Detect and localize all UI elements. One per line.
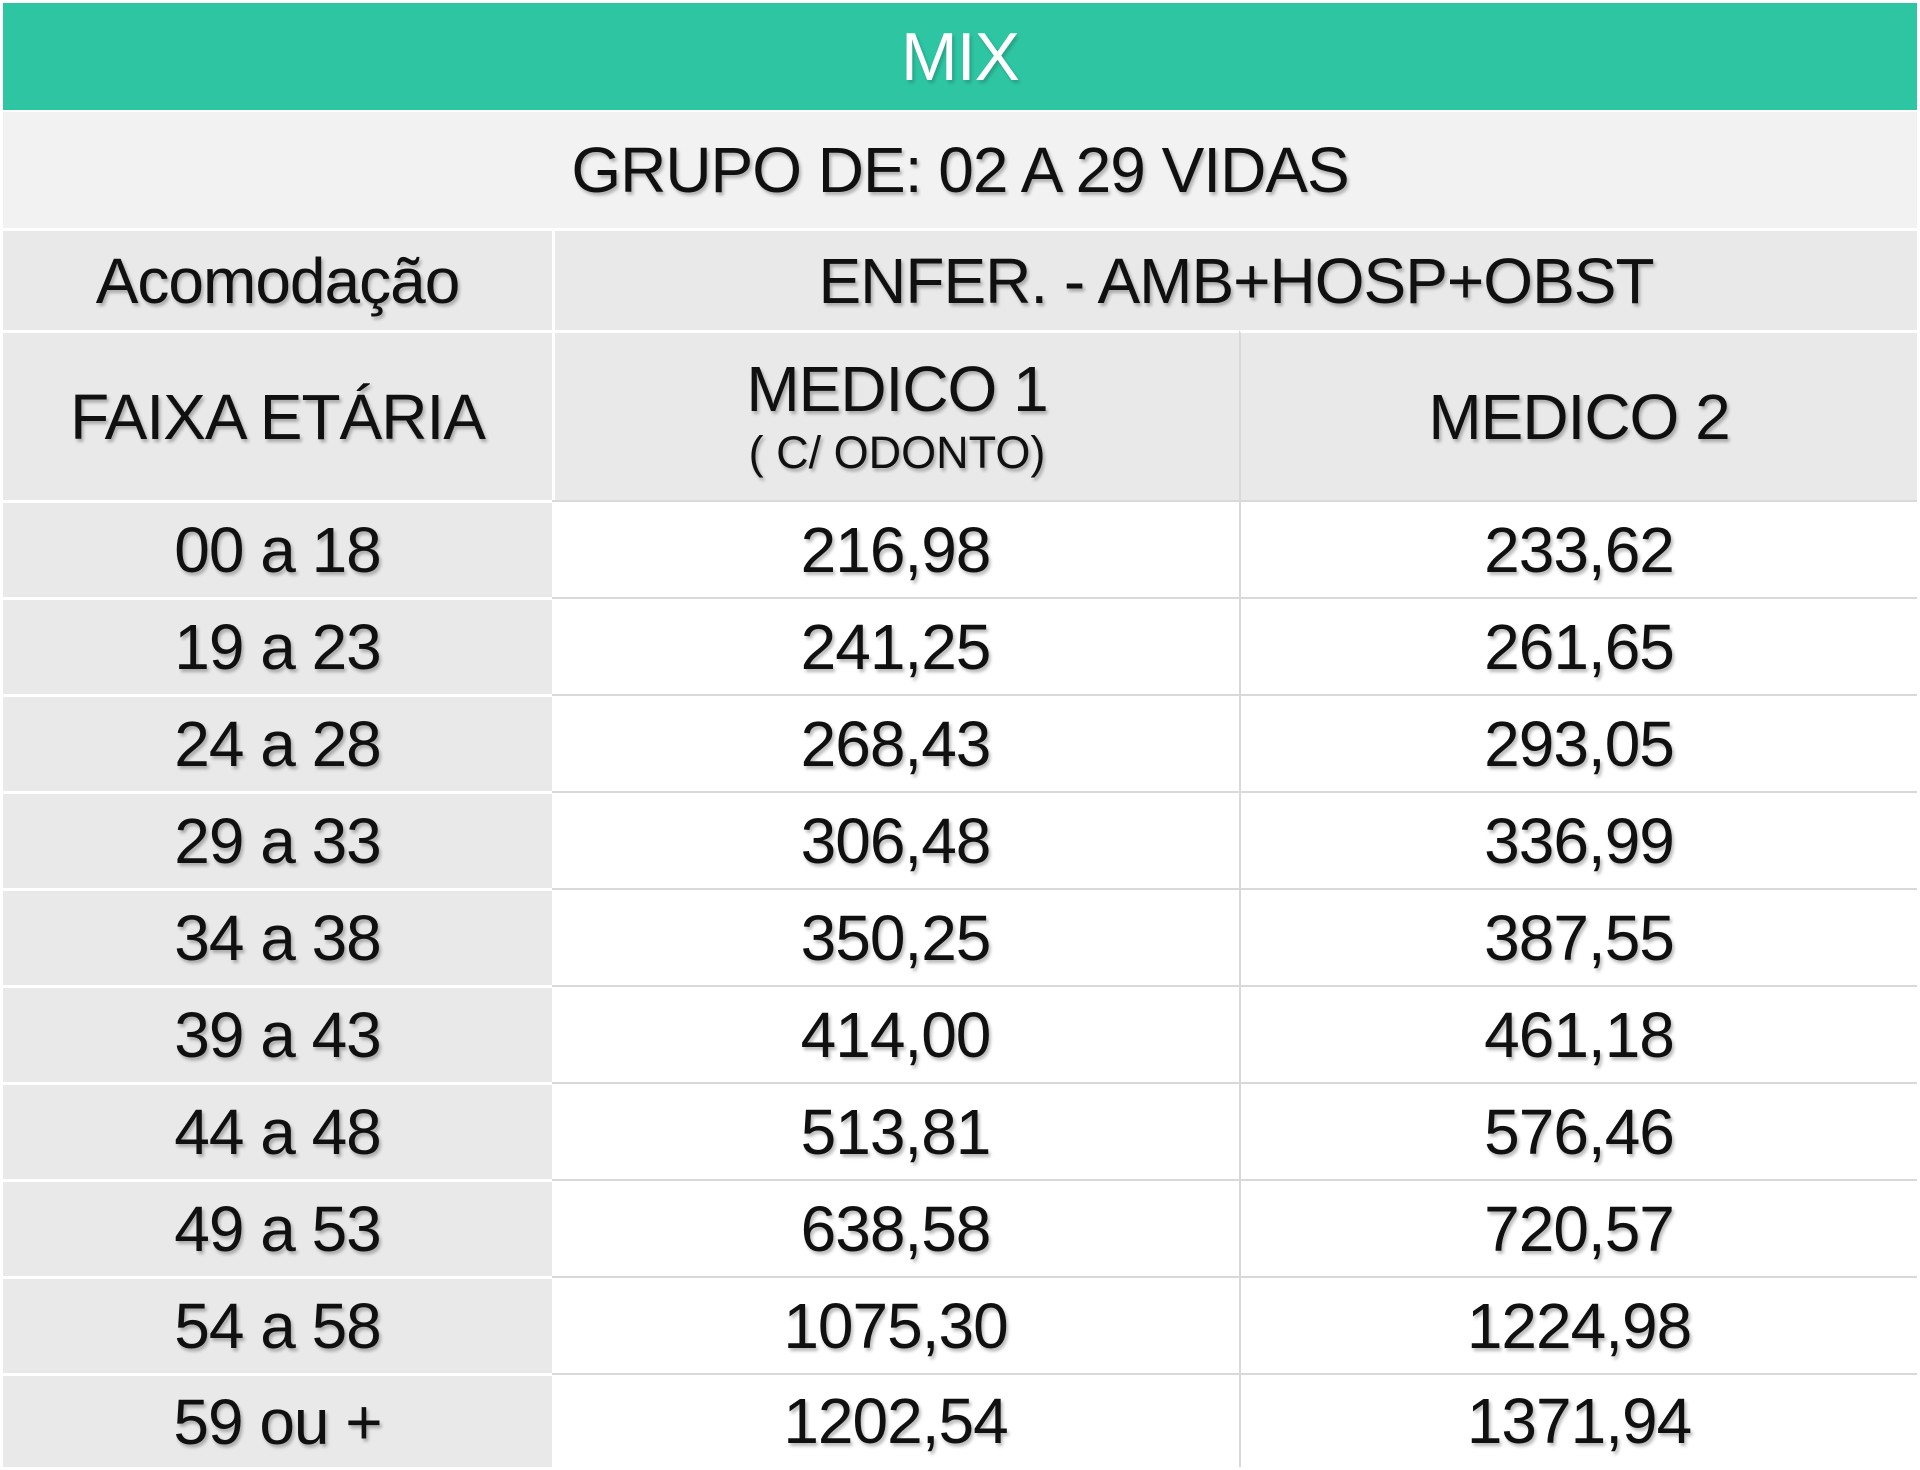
age-range-cell: 39 a 43: [3, 985, 552, 1082]
medico2-price-cell: 720,57: [1239, 1179, 1917, 1276]
medico2-price-cell: 387,55: [1239, 888, 1917, 985]
medico1-price-cell: 414,00: [552, 985, 1239, 1082]
age-range-cell: 24 a 28: [3, 694, 552, 791]
medico1-price-cell: 1202,54: [552, 1373, 1239, 1467]
age-range-cell: 34 a 38: [3, 888, 552, 985]
age-range-cell: 29 a 33: [3, 791, 552, 888]
medico1-price-cell: 216,98: [552, 500, 1239, 597]
medico2-price-cell: 1371,94: [1239, 1373, 1917, 1467]
medico1-price-cell: 241,25: [552, 597, 1239, 694]
medico1-price-cell: 513,81: [552, 1082, 1239, 1179]
medico2-price-cell: 1224,98: [1239, 1276, 1917, 1373]
medico1-column-header: MEDICO 1 ( C/ ODONTO): [552, 330, 1239, 500]
medico1-header-line1: MEDICO 1: [746, 353, 1048, 426]
age-range-cell: 49 a 53: [3, 1179, 552, 1276]
medico2-price-cell: 233,62: [1239, 500, 1917, 597]
table-title: MIX: [3, 3, 1917, 110]
medico1-price-cell: 306,48: [552, 791, 1239, 888]
age-range-cell: 59 ou +: [3, 1373, 552, 1467]
medico1-price-cell: 638,58: [552, 1179, 1239, 1276]
group-size-subtitle: GRUPO DE: 02 A 29 VIDAS: [3, 110, 1917, 228]
medico2-price-cell: 293,05: [1239, 694, 1917, 791]
medico2-price-cell: 336,99: [1239, 791, 1917, 888]
medico2-price-cell: 576,46: [1239, 1082, 1917, 1179]
age-range-cell: 44 a 48: [3, 1082, 552, 1179]
medico1-price-cell: 268,43: [552, 694, 1239, 791]
accommodation-header: Acomodação: [3, 228, 552, 330]
age-range-cell: 54 a 58: [3, 1276, 552, 1373]
medico1-price-cell: 1075,30: [552, 1276, 1239, 1373]
medico2-price-cell: 261,65: [1239, 597, 1917, 694]
medico2-price-cell: 461,18: [1239, 985, 1917, 1082]
medico1-price-cell: 350,25: [552, 888, 1239, 985]
medico1-header-line2: ( C/ ODONTO): [748, 427, 1046, 479]
age-range-cell: 00 a 18: [3, 500, 552, 597]
plan-header: ENFER. - AMB+HOSP+OBST: [552, 228, 1917, 330]
age-range-cell: 19 a 23: [3, 597, 552, 694]
medico2-column-header: MEDICO 2: [1239, 330, 1917, 500]
age-column-header: FAIXA ETÁRIA: [3, 330, 552, 500]
price-table: MIX GRUPO DE: 02 A 29 VIDAS Acomodação E…: [3, 3, 1917, 1467]
